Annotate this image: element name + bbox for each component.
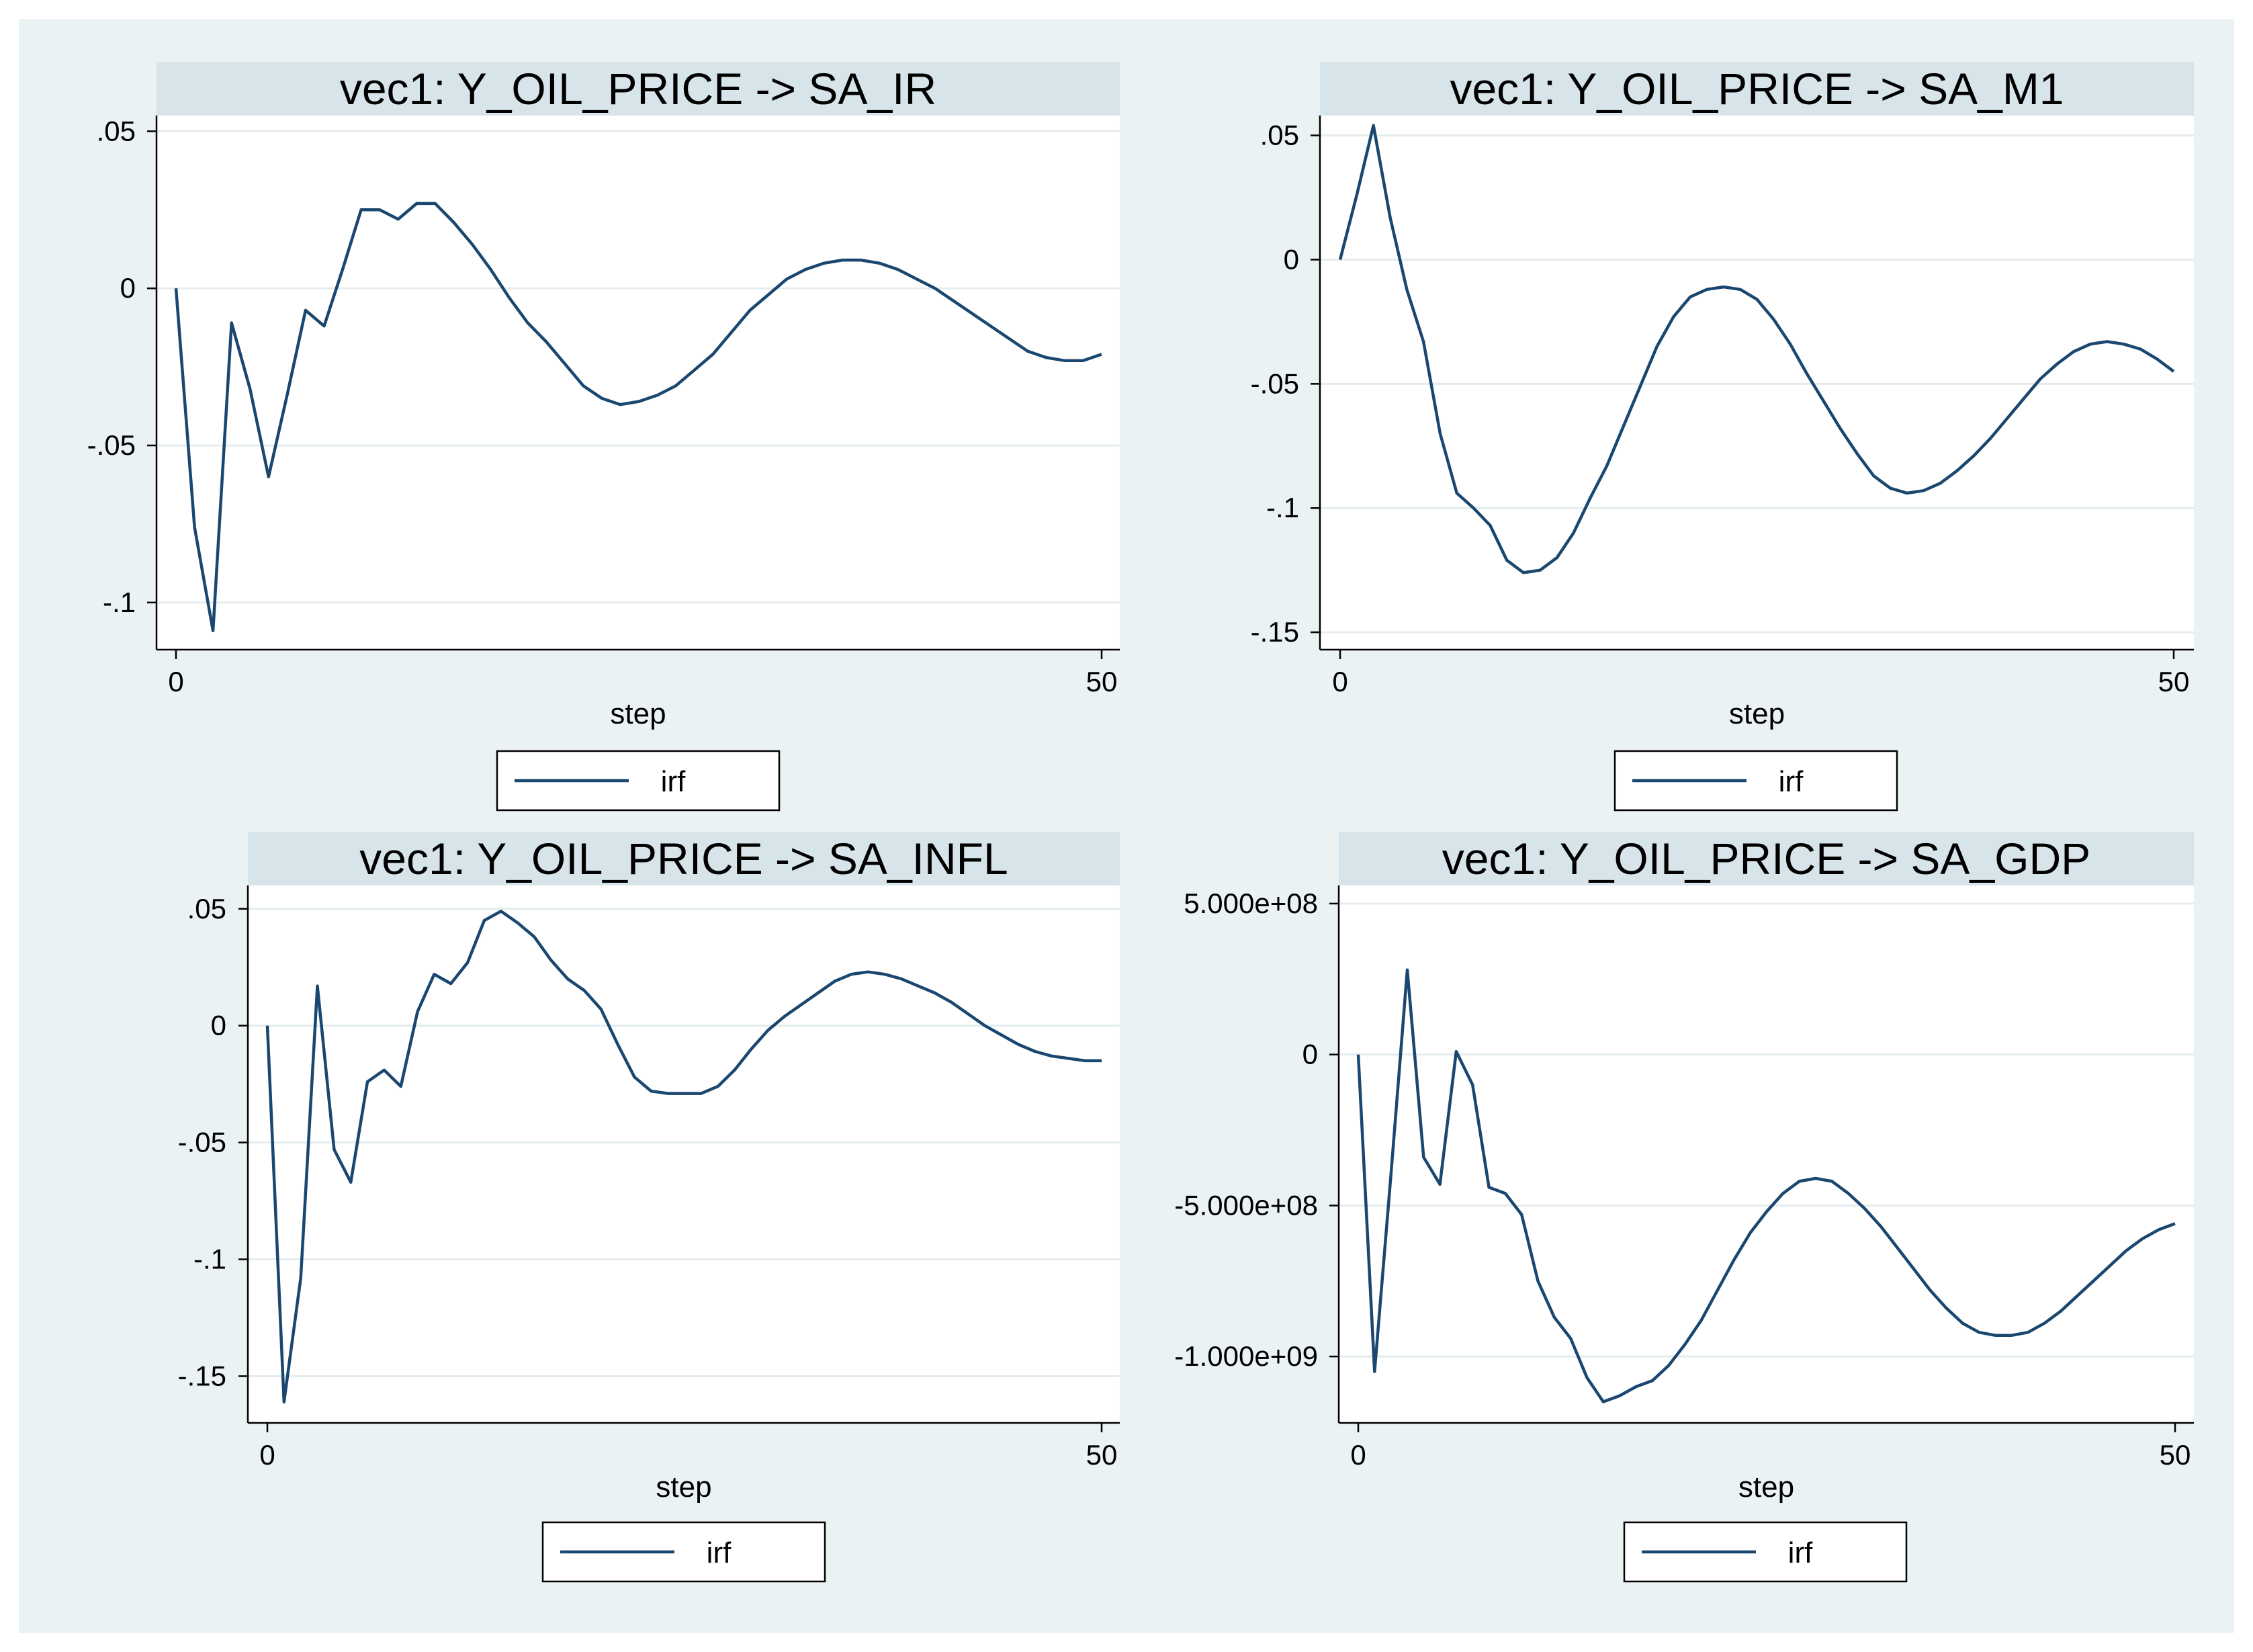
chart-title: vec1: Y_OIL_PRICE -> SA_GDP [1442,834,2090,883]
y-tick-label: -1.000e+09 [1174,1340,1318,1372]
y-tick-label: 0 [1284,243,1299,275]
y-tick-label: 0 [211,1010,226,1041]
x-tick-label: 50 [1086,666,1118,697]
x-tick-label: 50 [1086,1439,1118,1471]
x-axis-title: step [1738,1471,1794,1504]
legend-label: irf [661,765,686,798]
x-tick-label: 0 [1350,1439,1366,1471]
legend-label: irf [1779,765,1804,798]
y-tick-label: -.05 [178,1127,226,1158]
y-tick-label: -.05 [87,429,136,461]
series-line-irf [265,910,1102,1403]
plot-area [248,885,1120,1423]
y-tick-label: -.1 [1266,492,1299,523]
x-tick-label: 50 [2160,1439,2191,1471]
y-tick-label: 0 [120,272,136,304]
y-tick-label: -.15 [1251,616,1299,648]
x-tick-label: 0 [168,666,183,697]
legend-label: irf [707,1536,732,1569]
series-line-irf [1356,968,2176,1403]
y-tick-label: 0 [1302,1039,1318,1070]
y-tick-label: -5.000e+08 [1174,1189,1318,1221]
x-axis-title: step [1729,697,1785,730]
y-tick-label: -.1 [103,586,136,618]
y-tick-label: .05 [97,115,136,146]
chart-title-band [248,832,1120,885]
plot-area [157,116,1120,650]
chart-title-band [157,62,1120,116]
y-tick-label: -.05 [1251,367,1299,399]
chart-title: vec1: Y_OIL_PRICE -> SA_IR [340,64,936,114]
plot-area [1339,885,2194,1423]
x-tick-label: 50 [2158,666,2190,697]
legend-label: irf [1788,1536,1813,1569]
x-axis-title: step [656,1471,711,1504]
chart-title-band [1320,62,2194,116]
y-tick-label: 5.000e+08 [1184,887,1318,919]
y-tick-label: -.1 [193,1244,226,1275]
plot-area [1320,116,2194,650]
chart-title-band [1339,832,2194,885]
series-line-irf [1338,124,2175,574]
y-tick-label: .05 [187,893,226,924]
x-tick-label: 0 [259,1439,275,1471]
chart-title: vec1: Y_OIL_PRICE -> SA_INFL [359,834,1008,883]
x-axis-title: step [610,697,666,730]
y-tick-label: -.15 [178,1360,226,1391]
series-line-irf [174,202,1102,633]
x-tick-label: 0 [1332,666,1348,697]
chart-title: vec1: Y_OIL_PRICE -> SA_M1 [1450,64,2064,114]
y-tick-label: .05 [1260,120,1299,151]
